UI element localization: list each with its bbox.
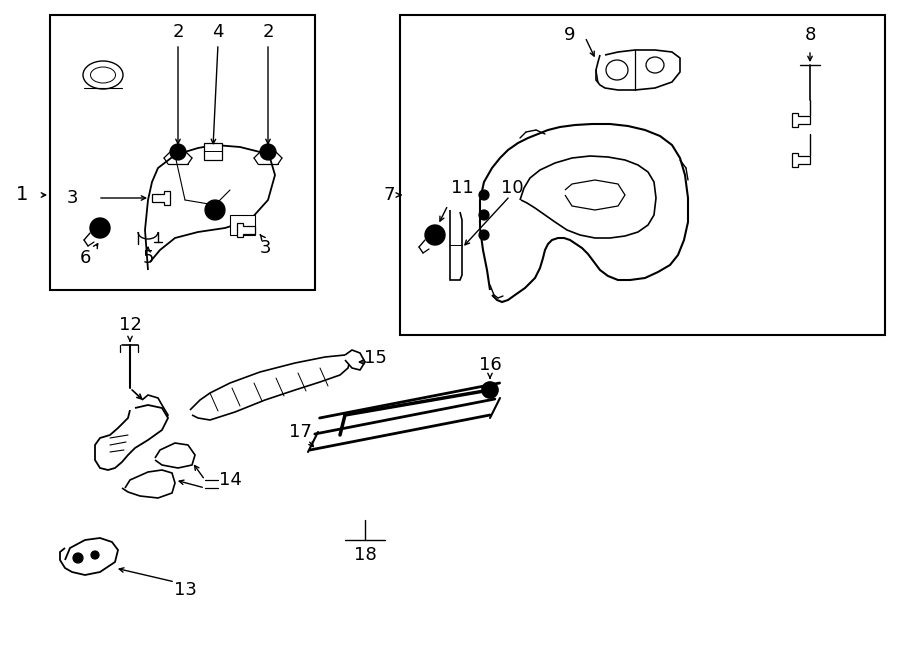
Polygon shape [400,15,885,335]
Polygon shape [204,143,222,160]
Circle shape [482,382,498,398]
Circle shape [260,144,276,160]
Text: 6: 6 [79,249,91,267]
Text: 13: 13 [174,581,196,599]
Text: 18: 18 [354,546,376,564]
Text: 2: 2 [172,23,184,41]
Text: 14: 14 [219,471,241,489]
Polygon shape [155,443,195,468]
Text: 3: 3 [67,189,77,207]
Polygon shape [230,215,255,235]
Circle shape [479,190,489,200]
Text: 3: 3 [259,239,271,257]
Circle shape [479,210,489,220]
Circle shape [205,200,225,220]
Polygon shape [520,156,656,238]
Polygon shape [190,355,350,420]
Text: 11: 11 [451,179,473,197]
Text: 2: 2 [262,23,274,41]
Polygon shape [50,15,315,290]
Circle shape [479,230,489,240]
Circle shape [90,218,110,238]
Polygon shape [95,405,168,470]
Text: 12: 12 [119,316,141,334]
Circle shape [430,230,440,240]
Circle shape [91,551,99,559]
Polygon shape [122,470,175,498]
Polygon shape [142,395,168,422]
Polygon shape [450,210,462,280]
Text: 1: 1 [16,186,28,204]
Circle shape [425,225,445,245]
Text: 9: 9 [564,26,576,44]
Polygon shape [480,124,688,302]
Polygon shape [345,350,365,370]
Text: 8: 8 [805,26,815,44]
Polygon shape [792,153,810,167]
Polygon shape [145,145,275,270]
Circle shape [73,553,83,563]
Polygon shape [60,538,118,575]
Text: 15: 15 [364,349,386,367]
Text: 16: 16 [479,356,501,374]
Text: 7: 7 [383,186,395,204]
Polygon shape [565,180,625,210]
Text: 10: 10 [500,179,523,197]
Polygon shape [596,50,680,90]
Text: 5: 5 [142,249,154,267]
Polygon shape [792,113,810,127]
Text: 17: 17 [289,423,311,441]
Polygon shape [152,191,170,205]
Polygon shape [237,223,255,237]
Circle shape [95,223,105,233]
Text: 4: 4 [212,23,224,41]
Circle shape [170,144,186,160]
